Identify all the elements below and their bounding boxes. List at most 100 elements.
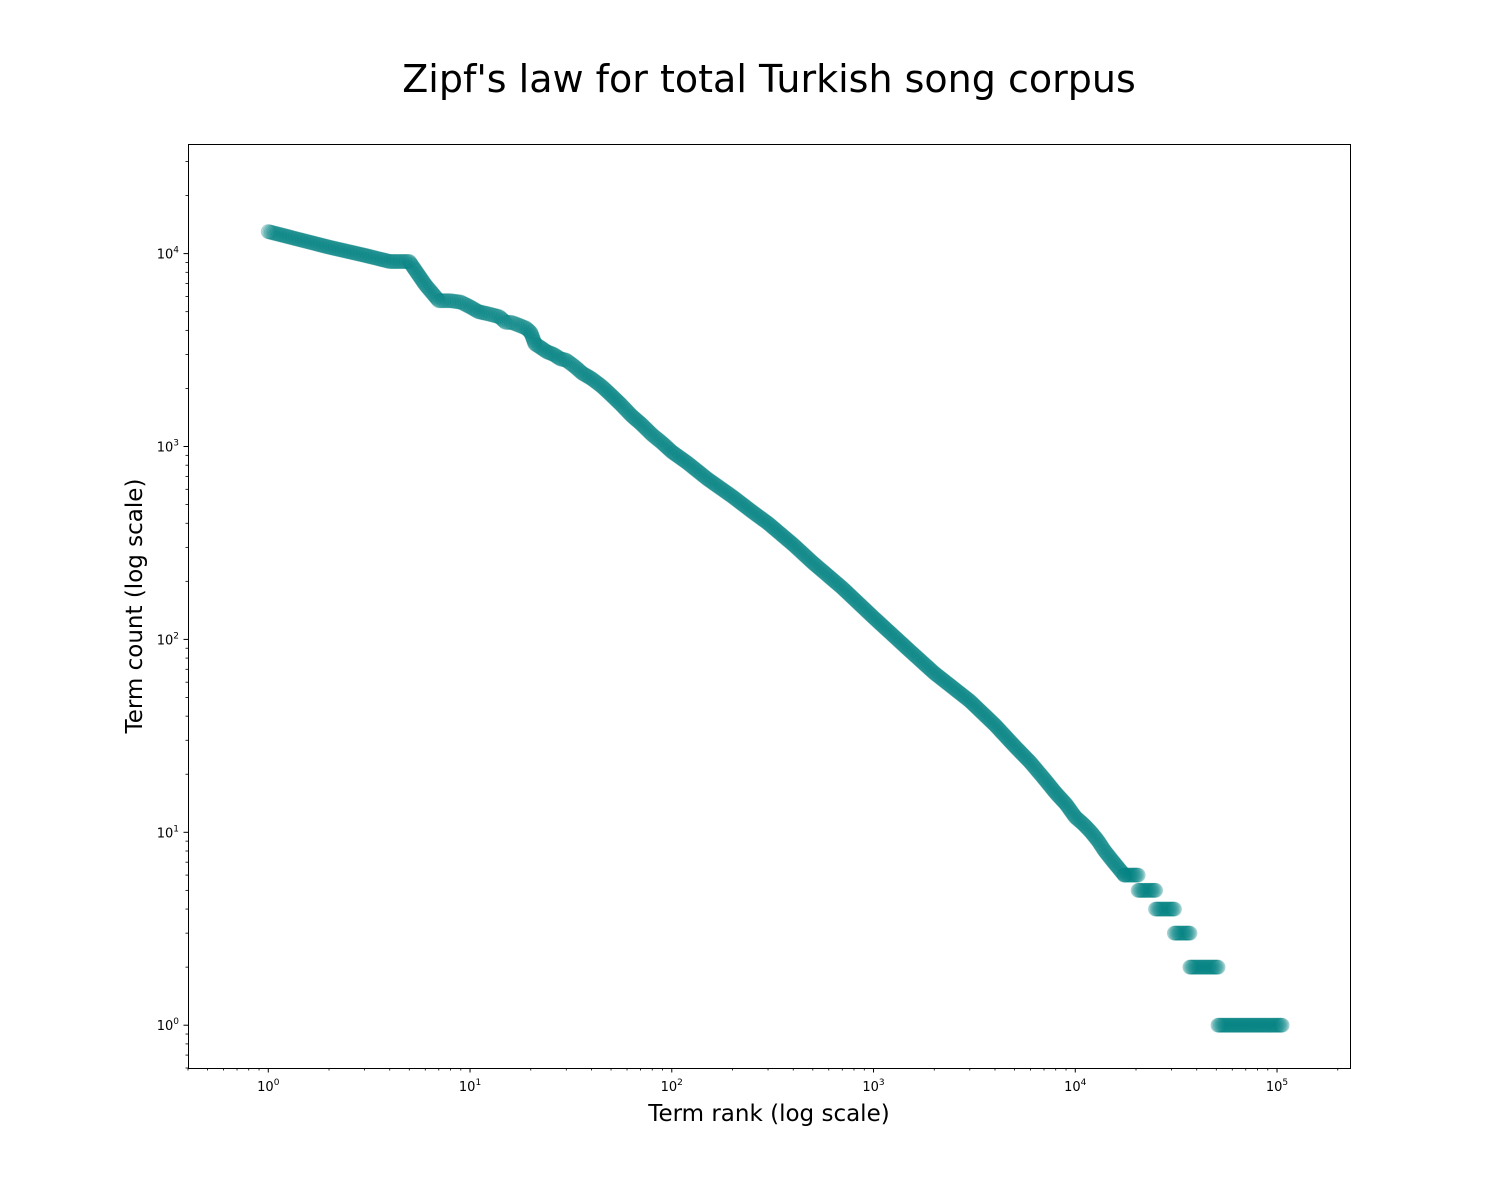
data-point (1094, 839, 1110, 855)
data-point (408, 264, 424, 280)
data-point (665, 445, 681, 461)
data-point (605, 389, 621, 405)
x-tick-label: 103 (862, 1078, 884, 1095)
data-point (293, 232, 309, 248)
data-point (883, 626, 899, 642)
data-point (305, 235, 321, 251)
data-point (1035, 769, 1051, 785)
data-point (822, 570, 838, 586)
plateau-point (1149, 901, 1165, 917)
data-point (526, 333, 542, 349)
data-point (669, 447, 685, 463)
x-tick-label: 101 (459, 1078, 481, 1095)
data-point (379, 253, 395, 269)
data-point (1073, 814, 1089, 830)
data-point (544, 346, 560, 362)
data-point (671, 449, 687, 465)
plateau-point (1177, 925, 1193, 941)
data-point (1095, 840, 1111, 856)
data-point (597, 382, 613, 398)
data-point (884, 627, 900, 643)
data-point (495, 312, 511, 328)
data-point (694, 467, 710, 483)
data-point (1103, 850, 1119, 866)
plateau-point (1190, 959, 1206, 975)
plateau-point (1202, 959, 1218, 975)
data-point (675, 452, 691, 468)
data-point (1053, 791, 1069, 807)
plateau-point (1198, 959, 1214, 975)
data-point (327, 241, 343, 257)
data-point (1110, 859, 1126, 875)
data-point (691, 464, 707, 480)
data-point (974, 704, 990, 720)
plateau-point (1237, 1017, 1253, 1033)
data-point (972, 702, 988, 718)
data-point (851, 596, 867, 612)
y-axis: 100 101 102 103 104 (157, 161, 188, 1069)
data-point (436, 293, 452, 309)
data-point (518, 320, 534, 336)
data-point (745, 504, 761, 520)
data-point (946, 681, 962, 697)
plateau-point (1199, 959, 1215, 975)
data-point (317, 238, 333, 254)
data-point (485, 307, 501, 323)
data-point (796, 546, 812, 562)
plateau-point (1223, 1017, 1239, 1033)
data-point (580, 368, 596, 384)
data-point (444, 293, 460, 309)
data-point (785, 537, 801, 553)
data-point (944, 679, 960, 695)
data-point (524, 329, 540, 345)
data-point (843, 588, 859, 604)
plateau-point (1122, 867, 1138, 883)
data-point (463, 300, 479, 316)
data-point (635, 418, 651, 434)
data-point (658, 438, 674, 454)
data-point (411, 268, 427, 284)
data-point (858, 602, 874, 618)
plateau-point (1253, 1017, 1269, 1033)
data-point (815, 564, 831, 580)
data-point (903, 644, 919, 660)
data-point (864, 608, 880, 624)
data-point (931, 669, 947, 685)
data-point (453, 294, 469, 310)
data-point (1079, 820, 1095, 836)
plateau-point (1116, 867, 1132, 883)
data-point (878, 621, 894, 637)
data-point (567, 358, 583, 374)
data-point (598, 383, 614, 399)
plateau-point (1258, 1017, 1274, 1033)
data-point (873, 617, 889, 633)
plateau-point (1220, 1017, 1236, 1033)
data-point (888, 630, 904, 646)
data-point (781, 533, 797, 549)
data-point (652, 433, 668, 449)
plateau-point (1161, 901, 1177, 917)
data-point (727, 490, 743, 506)
data-point (945, 680, 961, 696)
data-point (734, 496, 750, 512)
data-point (791, 542, 807, 558)
data-point (763, 518, 779, 534)
data-point (577, 367, 593, 383)
plateau-point (1250, 1017, 1266, 1033)
plateau-point (1181, 925, 1197, 941)
data-point (1019, 751, 1035, 767)
plateau-point (1182, 959, 1198, 975)
data-point (488, 308, 504, 324)
data-point (1033, 767, 1049, 783)
data-point (585, 372, 601, 388)
data-point (909, 649, 925, 665)
data-point (749, 507, 765, 523)
plateau-point (1163, 901, 1179, 917)
data-point (676, 452, 692, 468)
data-point (284, 230, 300, 246)
data-point (314, 237, 330, 253)
data-point (388, 254, 404, 270)
data-point (766, 520, 782, 536)
